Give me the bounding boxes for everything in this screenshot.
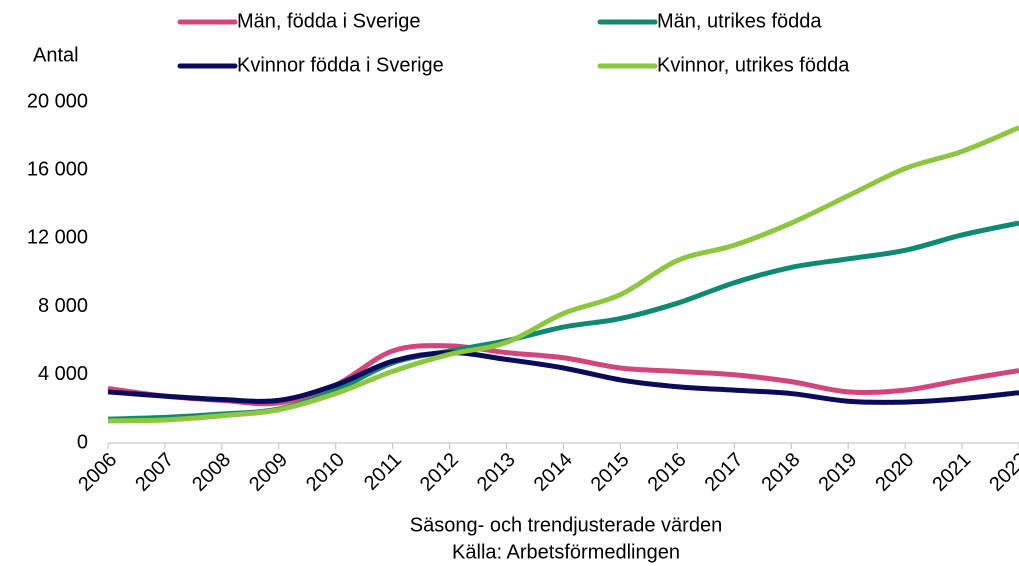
y-tick-label: 8 000 [38, 295, 88, 317]
x-tick-label: 2020 [871, 449, 918, 496]
y-tick-label: 16 000 [27, 158, 88, 180]
source: Källa: Arbetsförmedlingen [452, 541, 680, 563]
y-axis-label: Antal [33, 44, 79, 66]
x-tick-label: 2017 [701, 449, 748, 496]
x-tick-label: 2015 [587, 449, 634, 496]
x-tick-label: 2007 [131, 449, 178, 496]
y-tick-label: 12 000 [27, 227, 88, 249]
y-tick-label: 0 [77, 431, 88, 453]
x-tick-label: 2016 [644, 449, 691, 496]
y-tick-label: 20 000 [27, 90, 88, 112]
x-tick-label: 2018 [757, 449, 804, 496]
x-tick-label: 2013 [473, 449, 520, 496]
x-tick-label: 2008 [188, 449, 235, 496]
legend-label: Kvinnor, utrikes födda [657, 54, 850, 76]
x-tick-label: 2012 [416, 449, 463, 496]
x-tick-label: 2022 [985, 449, 1019, 496]
legend-label: Kvinnor födda i Sverige [237, 54, 444, 76]
series-line [107, 343, 1019, 407]
x-tick-label: 2014 [530, 449, 577, 496]
x-tick-label: 2011 [360, 449, 406, 495]
x-tick-label: 2009 [245, 449, 292, 496]
series-line [107, 350, 1019, 405]
series-line [107, 125, 1019, 424]
x-tick-label: 2021 [928, 449, 975, 496]
y-tick-label: 4 000 [38, 363, 88, 385]
legend-label: Män, utrikes födda [657, 10, 822, 32]
subtitle: Säsong- och trendjusterade värden [410, 514, 722, 536]
x-tick-label: 2006 [74, 449, 121, 496]
legend-label: Män, födda i Sverige [237, 10, 420, 32]
x-tick-label: 2019 [814, 449, 861, 496]
x-tick-label: 2010 [302, 449, 349, 496]
